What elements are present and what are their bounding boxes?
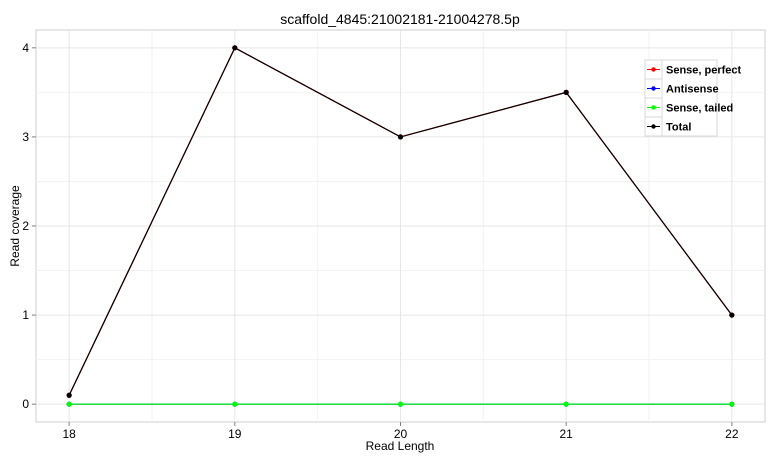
data-point-total	[397, 134, 404, 140]
legend-label: Total	[666, 122, 691, 134]
data-point-total	[66, 392, 72, 398]
legend-key-point	[651, 67, 656, 72]
y-tick-label: 2	[22, 219, 29, 233]
data-point-total	[232, 45, 238, 51]
x-tick-label: 22	[725, 427, 739, 441]
y-axis-label: Read coverage	[8, 185, 22, 267]
series-group	[66, 45, 735, 407]
legend-label: Sense, tailed	[666, 103, 733, 115]
data-point-sense-tailed	[729, 401, 735, 407]
x-tick-label: 20	[394, 427, 408, 441]
x-tick-label: 18	[62, 427, 76, 441]
data-point-sense-tailed	[232, 401, 238, 407]
legend-key-point	[651, 86, 656, 91]
chart-title: scaffold_4845:21002181-21004278.5p	[280, 11, 520, 27]
legend-key-point	[651, 105, 656, 110]
legend-key-point	[651, 124, 656, 129]
y-tick-label: 3	[22, 130, 29, 144]
data-point-total	[563, 89, 569, 95]
legend: Sense, perfect Antisense Sense, tailed Tota…	[644, 59, 742, 137]
legend-label: Antisense	[666, 84, 719, 96]
x-tick-label: 21	[560, 427, 574, 441]
data-point-total	[729, 312, 735, 318]
data-point-sense-tailed	[563, 401, 569, 407]
axis-ticks: 18 19 20 21 22 0 1 2 3 4	[22, 41, 739, 441]
legend-label: Sense, perfect	[666, 65, 742, 77]
y-tick-label: 4	[22, 41, 29, 55]
y-tick-label: 0	[22, 397, 29, 411]
x-axis-label: Read Length	[366, 439, 435, 453]
x-tick-label: 19	[228, 427, 242, 441]
y-tick-label: 1	[22, 308, 29, 322]
data-point-sense-tailed	[66, 401, 72, 407]
data-point-sense-tailed	[397, 401, 404, 407]
